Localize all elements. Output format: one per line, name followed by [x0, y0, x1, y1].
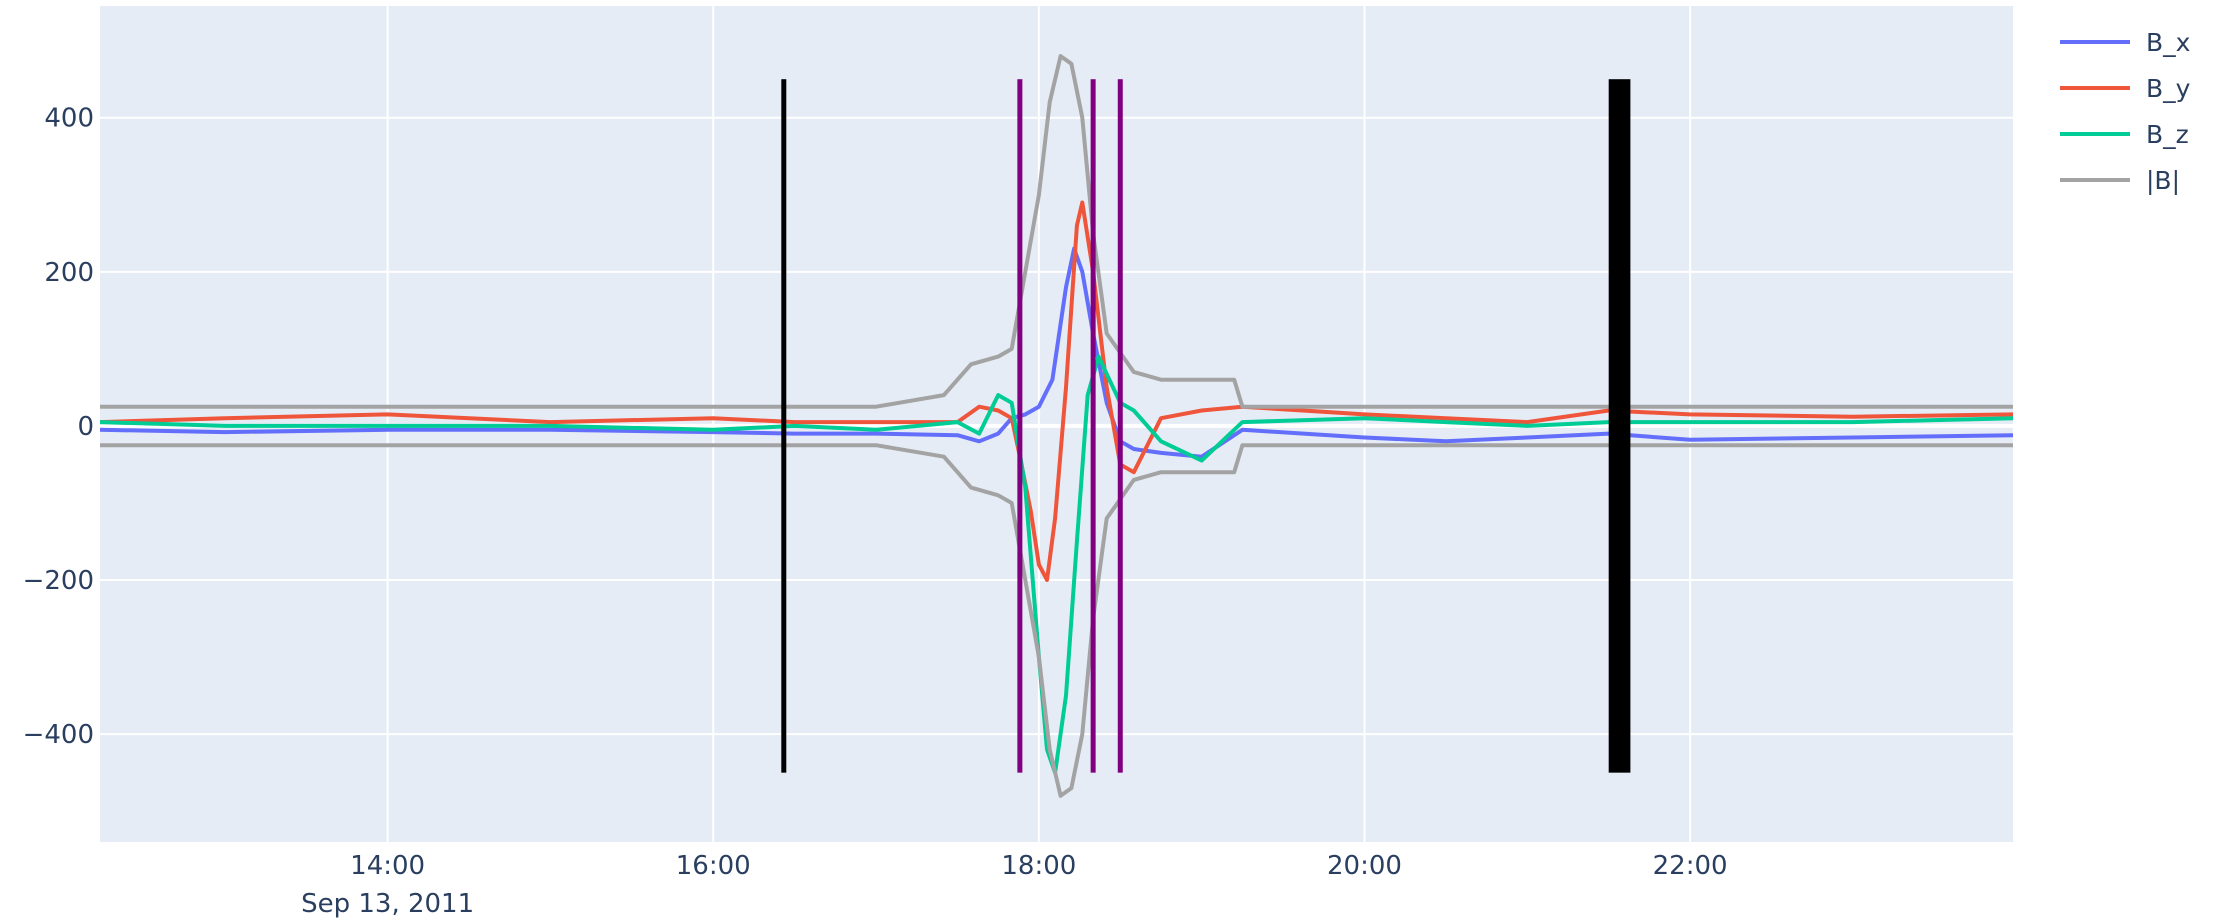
y-tick-label: −400: [23, 720, 94, 750]
legend-label: B_z: [2146, 120, 2189, 149]
vertical-marker-2: [1017, 79, 1023, 773]
legend[interactable]: B_x B_y B_z |B|: [2060, 28, 2191, 195]
legend-item[interactable]: B_y: [2060, 74, 2191, 103]
vertical-marker-5: [1608, 79, 1631, 773]
x-tick-label: 22:00: [1653, 851, 1728, 881]
x-tick-label: 14:00: [350, 851, 425, 881]
grid: [100, 6, 2013, 842]
series-magnitude-negative-line: [100, 443, 2013, 798]
legend-item[interactable]: B_z: [2060, 120, 2189, 149]
series-bz-line: [99, 354, 2014, 775]
vertical-marker-3: [1090, 79, 1096, 773]
x-tick-label: 16:00: [676, 851, 751, 881]
legend-label: B_x: [2146, 28, 2190, 57]
legend-item[interactable]: |B|: [2060, 166, 2180, 195]
vertical-marker-4: [1117, 79, 1123, 773]
legend-label: B_y: [2146, 74, 2191, 103]
series-by-line: [99, 200, 2014, 582]
y-axis-ticks: 400 200 0 −200 −400: [23, 104, 94, 750]
y-tick-label: −200: [23, 566, 94, 596]
series-b-line: [100, 54, 2013, 409]
x-axis-date-label: Sep 13, 2011: [301, 889, 474, 919]
x-axis-ticks: Sep 13, 2011 14:00 16:00 18:00 20:00 22:00: [301, 851, 1727, 919]
y-tick-label: 0: [77, 412, 94, 442]
x-tick-label: 18:00: [1001, 851, 1076, 881]
series-layer: [99, 54, 2014, 798]
y-tick-label: 200: [44, 258, 94, 288]
y-tick-label: 400: [44, 104, 94, 134]
vertical-markers: [781, 79, 1631, 773]
legend-item[interactable]: B_x: [2060, 28, 2190, 57]
legend-label: |B|: [2146, 166, 2180, 195]
vertical-marker-1: [781, 79, 787, 773]
x-tick-label: 20:00: [1327, 851, 1402, 881]
